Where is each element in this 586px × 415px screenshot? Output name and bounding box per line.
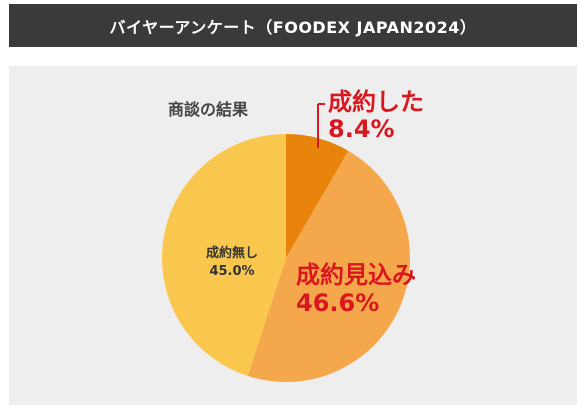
slice-label-none: 成約無し <box>206 245 258 261</box>
slice-label-success: 成約した <box>328 88 424 116</box>
header-bar: バイヤーアンケート（FOODEX JAPAN2024） <box>9 4 577 47</box>
page-title: バイヤーアンケート（FOODEX JAPAN2024） <box>109 17 477 37</box>
slice-label-promising: 成約見込み <box>296 261 416 289</box>
pie-slice-success <box>286 134 349 258</box>
slice-value-success: 8.4% <box>328 115 395 143</box>
pie-slice-none <box>162 134 286 376</box>
chart-title: 商談の結果 <box>168 100 248 119</box>
slice-value-promising: 46.6% <box>296 289 379 317</box>
pie-slice-promising <box>247 150 411 383</box>
slice-value-none: 45.0% <box>209 264 254 279</box>
pie-slices <box>162 134 411 383</box>
